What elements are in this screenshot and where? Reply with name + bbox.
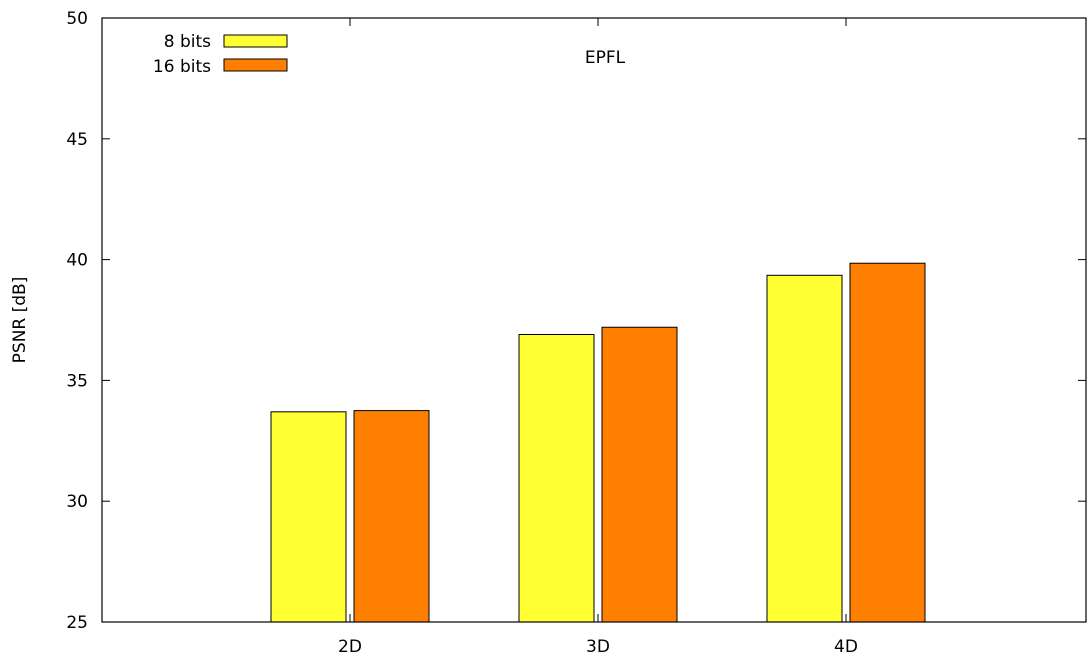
plot-frame xyxy=(101,17,1087,623)
y-tick-label: 30 xyxy=(66,492,88,512)
legend-swatch-8-bits xyxy=(223,34,288,48)
x-tick-label: 4D xyxy=(834,637,858,657)
legend-label-16-bits: 16 bits xyxy=(153,57,211,77)
bar-3d-16-bits xyxy=(601,326,678,623)
y-tick-label: 40 xyxy=(66,251,88,271)
bar-3d-8-bits xyxy=(518,333,595,623)
legend-label-8-bits: 8 bits xyxy=(164,32,211,52)
legend: 8 bits 16 bits xyxy=(153,32,288,77)
x-tick-label: 2D xyxy=(338,637,362,657)
y-axis-title: PSNR [dB] xyxy=(10,277,30,364)
x-tick-labels: 2D 3D 4D xyxy=(338,637,858,657)
bar-2d-8-bits xyxy=(270,411,347,623)
chart-annotation: EPFL xyxy=(585,48,626,68)
y-tick-label: 45 xyxy=(66,130,88,150)
bar-4d-16-bits xyxy=(849,262,926,623)
y-tick-label: 50 xyxy=(66,9,88,29)
bar-2d-16-bits xyxy=(353,410,430,623)
x-tick-label: 3D xyxy=(586,637,610,657)
y-tick-label: 35 xyxy=(66,371,88,391)
bar-4d-8-bits xyxy=(766,274,843,623)
y-tick-label: 25 xyxy=(66,613,88,633)
legend-swatch-16-bits xyxy=(223,58,288,72)
bar-group xyxy=(270,262,926,623)
y-tick-labels: 25 30 35 40 45 50 xyxy=(66,9,88,633)
